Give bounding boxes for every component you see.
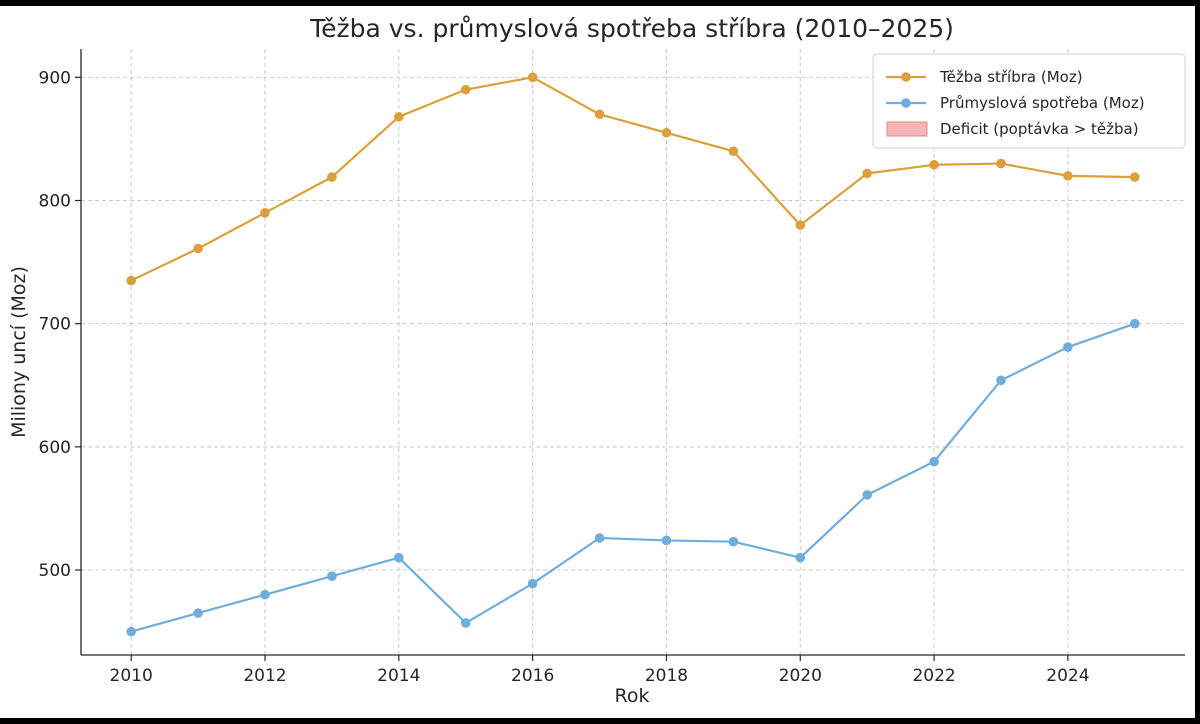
data-point <box>929 456 939 467</box>
data-point <box>1130 172 1140 182</box>
data-point <box>260 208 270 218</box>
data-point <box>795 220 806 230</box>
series-line <box>130 76 1135 282</box>
legend-label: Deficit (poptávka > těžba) <box>940 120 1139 138</box>
legend-label: Průmyslová spotřeba (Moz) <box>940 94 1145 112</box>
series-layer <box>126 72 1140 637</box>
data-point <box>327 172 337 182</box>
series-mining <box>126 72 1140 286</box>
data-point <box>594 109 605 120</box>
x-tick-label: 2012 <box>243 666 286 686</box>
y-axis-label: Miliony uncí (Moz) <box>8 266 30 438</box>
data-point <box>193 243 203 254</box>
data-point <box>126 626 136 637</box>
y-tick-label: 600 <box>39 438 71 458</box>
data-point <box>728 536 739 547</box>
series-line <box>130 322 1136 633</box>
series-consumption <box>126 318 1140 637</box>
x-ticks: 2010 2012 2014 2016 2018 2020 2022 2024 <box>110 655 1090 686</box>
data-point <box>594 533 605 543</box>
data-point <box>394 552 404 563</box>
x-tick-label: 2018 <box>645 666 688 686</box>
data-point <box>862 490 872 500</box>
x-tick-label: 2024 <box>1046 666 1089 686</box>
data-point <box>460 84 471 95</box>
legend-box <box>872 53 1186 149</box>
x-tick-label: 2022 <box>912 666 955 686</box>
legend-marker <box>901 72 911 82</box>
y-tick-label: 800 <box>39 192 71 212</box>
y-tick-label: 900 <box>39 68 71 88</box>
data-point <box>327 571 337 581</box>
data-point <box>1063 342 1073 352</box>
data-point <box>460 618 471 628</box>
chart-svg: Těžba vs. průmyslová spotřeba stříbra (2… <box>8 14 1186 707</box>
y-tick-label: 700 <box>39 315 71 335</box>
x-tick-label: 2014 <box>377 666 420 686</box>
data-point <box>862 168 872 179</box>
y-ticks: 500 600 700 800 900 <box>39 68 81 581</box>
legend-item: Deficit (poptávka > těžba) <box>886 120 1139 138</box>
x-tick-label: 2016 <box>511 666 554 686</box>
x-axis-label: Rok <box>615 685 650 707</box>
data-point <box>929 159 939 170</box>
data-point <box>260 589 270 600</box>
legend-item: Průmyslová spotřeba (Moz) <box>886 94 1145 112</box>
chart-title: Těžba vs. průmyslová spotřeba stříbra (2… <box>309 14 954 43</box>
legend-marker <box>901 98 911 108</box>
data-point <box>661 535 672 546</box>
data-point <box>193 608 203 618</box>
data-point <box>126 275 136 286</box>
data-point <box>527 578 538 589</box>
legend: Těžba stříbra (Moz) Průmyslová spotřeba (… <box>872 53 1186 149</box>
data-point <box>996 375 1006 386</box>
legend-item: Těžba stříbra (Moz) <box>886 68 1083 86</box>
data-point <box>1130 318 1140 329</box>
data-point <box>728 146 739 157</box>
data-point <box>394 111 404 122</box>
data-point <box>661 127 672 138</box>
legend-patch-swatch <box>886 121 928 137</box>
data-point <box>795 552 806 563</box>
x-tick-label: 2020 <box>779 666 822 686</box>
y-tick-label: 500 <box>39 561 71 581</box>
chart-panel: Těžba vs. průmyslová spotřeba stříbra (2… <box>0 6 1195 718</box>
data-point <box>527 72 538 83</box>
legend-label: Těžba stříbra (Moz) <box>939 68 1083 86</box>
data-point <box>1063 171 1073 181</box>
x-tick-label: 2010 <box>110 666 153 686</box>
data-point <box>996 158 1006 169</box>
